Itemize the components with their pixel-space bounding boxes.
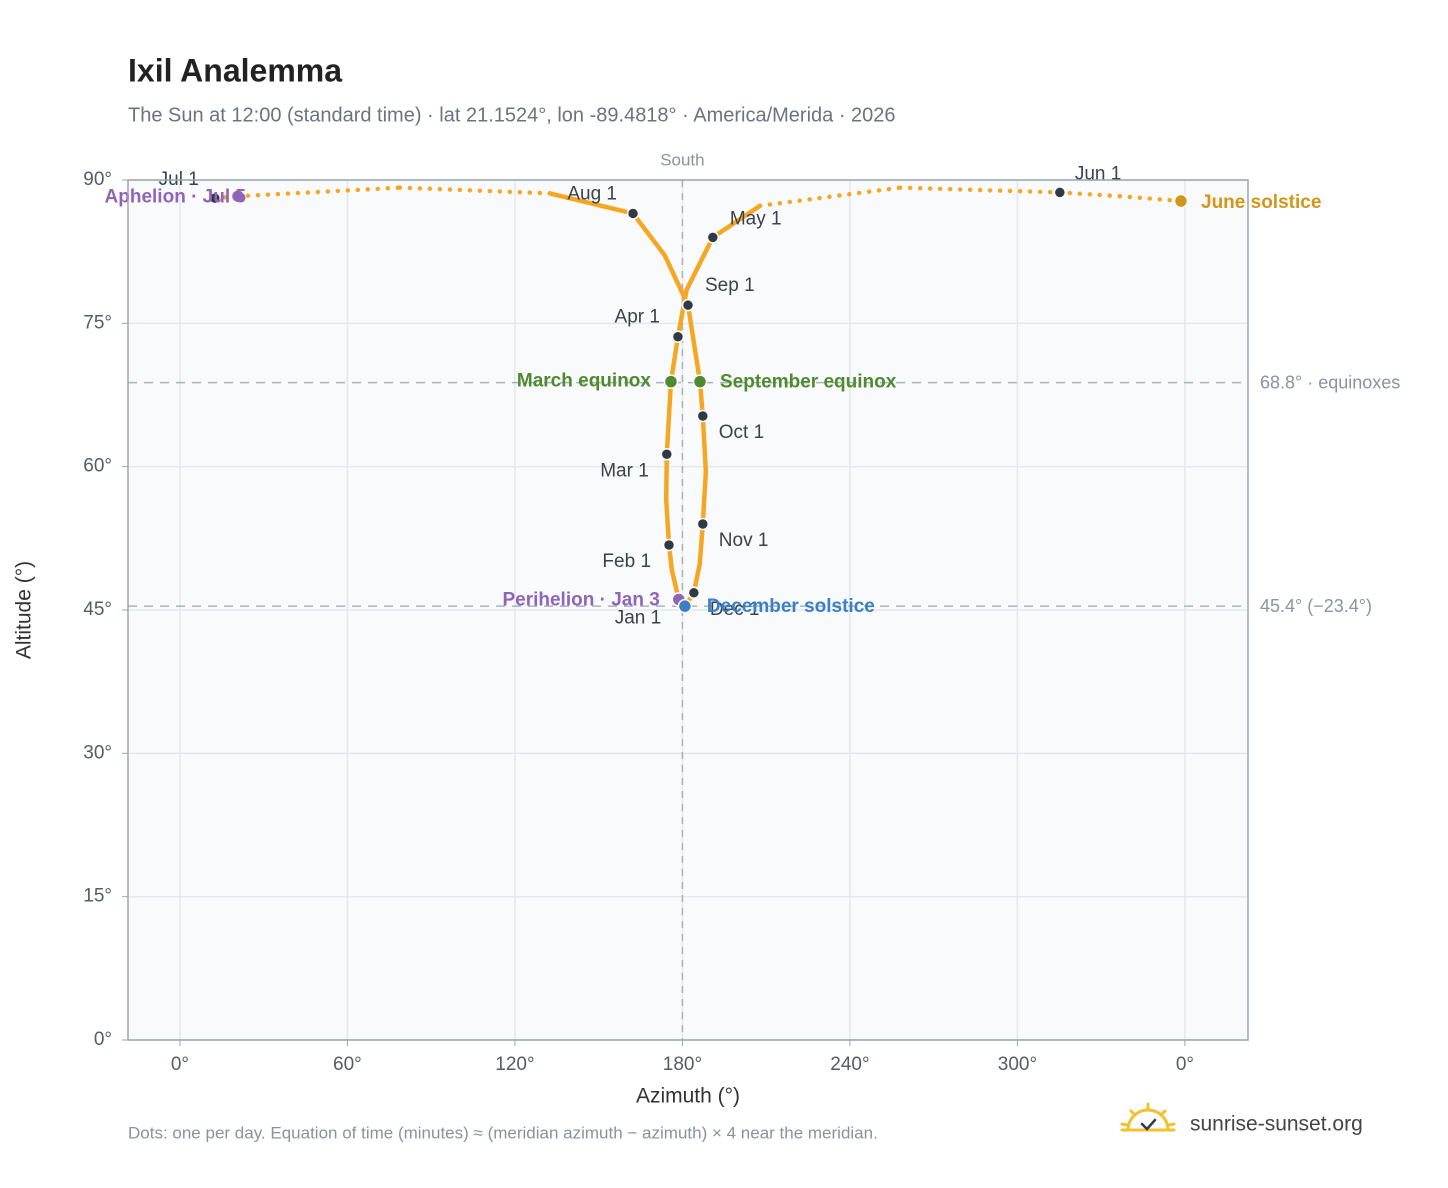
meridian-label: South xyxy=(660,150,704,169)
y-tick-label: 75° xyxy=(83,312,112,333)
y-tick-label: 30° xyxy=(83,742,112,763)
date-marker xyxy=(1053,186,1067,199)
analemma-segment xyxy=(697,521,706,567)
analemma-segment xyxy=(685,302,703,384)
date-marker xyxy=(706,231,720,244)
y-tick-label: 60° xyxy=(83,456,112,477)
analemma-segment xyxy=(630,211,668,258)
analemma-segment xyxy=(757,185,903,209)
x-axis-label: Azimuth (°) xyxy=(636,1085,740,1108)
y-axis-label: Altitude (°) xyxy=(13,561,36,659)
x-tick-label: 0° xyxy=(171,1054,189,1075)
date-label: Dec 1 xyxy=(710,599,760,620)
event-label: March equinox xyxy=(517,371,652,392)
event-marker xyxy=(1173,193,1189,209)
reference-label: 68.8° · equinoxes xyxy=(1260,372,1400,392)
axes: 0° 60° 120° 180° 240° 300° 0° 0° 15° 30° 45° 60° 75°… xyxy=(83,169,1194,1075)
date-label: Jan 1 xyxy=(615,607,661,628)
date-label: Sep 1 xyxy=(705,275,755,296)
date-marker xyxy=(662,538,676,552)
footnote: Dots: one per day. Equation of time (min… xyxy=(128,1123,878,1142)
x-tick-label: 180° xyxy=(663,1054,702,1075)
analemma-segment xyxy=(663,497,672,548)
y-tick-label: 0° xyxy=(94,1029,112,1050)
y-tick-label: 15° xyxy=(83,886,112,907)
x-tick-label: 120° xyxy=(495,1054,534,1075)
analemma-segment xyxy=(663,451,670,503)
analemma-segment xyxy=(1117,193,1184,204)
date-marker xyxy=(626,207,640,220)
analemma-segment xyxy=(547,191,636,216)
date-label: Nov 1 xyxy=(719,530,769,551)
date-label: Aug 1 xyxy=(567,183,617,204)
date-label: Apr 1 xyxy=(615,307,660,328)
analemma-segment xyxy=(235,185,403,199)
date-label: Feb 1 xyxy=(602,551,651,572)
event-label: Aphelion · Jul 5 xyxy=(105,186,247,207)
x-tick-label: 240° xyxy=(830,1054,869,1075)
analemma-segment xyxy=(897,185,1063,195)
chart-title: Ixil Analemma xyxy=(128,52,342,88)
analemma-segment xyxy=(710,203,763,240)
chart-subtitle: The Sun at 12:00 (standard time) · lat 2… xyxy=(128,104,896,126)
date-marker xyxy=(660,447,674,461)
event-label: June solstice xyxy=(1201,192,1321,213)
analemma-segment xyxy=(700,469,709,527)
date-label: May 1 xyxy=(730,208,782,229)
brand-logo xyxy=(1120,1102,1176,1132)
date-marker xyxy=(208,191,222,205)
date-label: Mar 1 xyxy=(600,460,649,481)
date-label: Jun 1 xyxy=(1075,163,1121,184)
x-tick-label: 60° xyxy=(333,1054,362,1075)
event-marker xyxy=(230,188,246,204)
event-label: Perihelion · Jan 3 xyxy=(502,590,659,611)
date-label: Oct 1 xyxy=(719,422,764,443)
reference-label: 45.4° (−23.4°) xyxy=(1260,596,1372,616)
analemma-segment xyxy=(668,334,681,384)
date-marker xyxy=(681,298,695,312)
y-tick-label: 90° xyxy=(83,169,112,190)
event-marker xyxy=(663,374,679,389)
analemma-segment xyxy=(684,235,716,293)
x-tick-label: 300° xyxy=(998,1054,1037,1075)
event-marker xyxy=(692,374,708,389)
date-marker xyxy=(696,409,710,423)
y-tick-label: 45° xyxy=(83,599,112,620)
date-marker xyxy=(671,330,685,343)
event-label: September equinox xyxy=(720,372,897,393)
date-marker xyxy=(696,517,710,531)
brand-name: sunrise-sunset.org xyxy=(1190,1113,1363,1136)
event-label: December solstice xyxy=(707,596,875,617)
analemma-segment xyxy=(664,379,674,457)
analemma-segment xyxy=(662,253,691,308)
date-marker xyxy=(687,586,701,600)
event-marker xyxy=(677,598,693,614)
x-tick-label: 0° xyxy=(1176,1054,1194,1075)
analemma-segment xyxy=(700,413,709,474)
analemma-segment xyxy=(1057,190,1123,199)
